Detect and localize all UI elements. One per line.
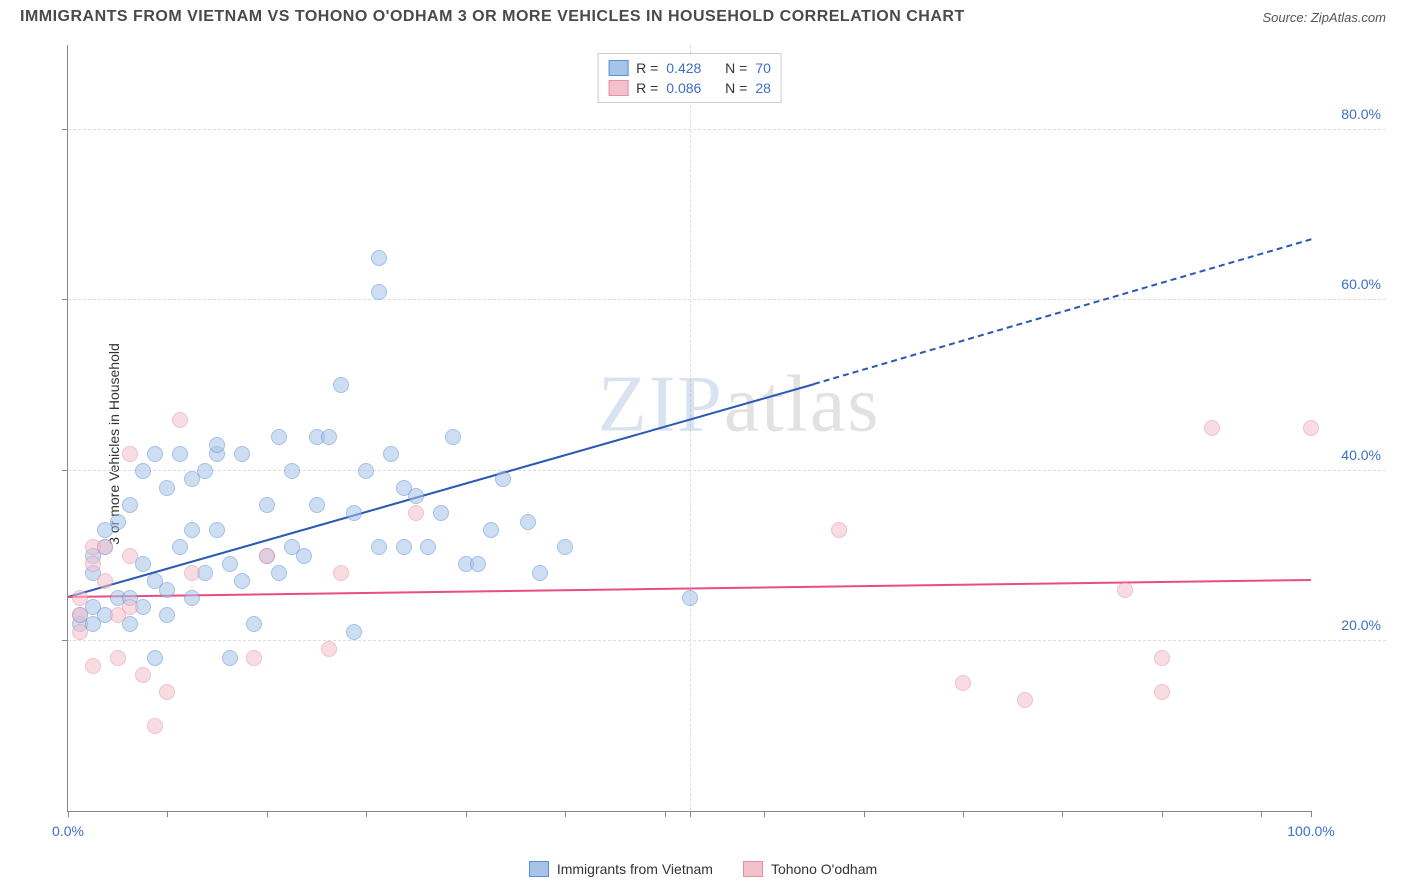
- legend-bottom: Immigrants from Vietnam Tohono O'odham: [0, 861, 1406, 877]
- data-point: [147, 446, 163, 462]
- data-point: [135, 667, 151, 683]
- data-point: [259, 497, 275, 513]
- data-point: [259, 548, 275, 564]
- data-point: [831, 522, 847, 538]
- data-point: [85, 658, 101, 674]
- plot-area: ZIPatlas R = 0.428 N = 70 R = 0.086 N = …: [67, 45, 1311, 812]
- points-layer: [68, 45, 1311, 811]
- data-point: [72, 624, 88, 640]
- data-point: [147, 650, 163, 666]
- data-point: [97, 539, 113, 555]
- data-point: [72, 590, 88, 606]
- data-point: [97, 573, 113, 589]
- data-point: [321, 641, 337, 657]
- data-point: [371, 284, 387, 300]
- data-point: [110, 650, 126, 666]
- data-point: [122, 497, 138, 513]
- data-point: [122, 446, 138, 462]
- legend-row-series-1: R = 0.428 N = 70: [608, 58, 771, 78]
- data-point: [159, 582, 175, 598]
- legend-swatch-icon: [743, 861, 763, 877]
- data-point: [85, 556, 101, 572]
- data-point: [110, 514, 126, 530]
- y-tick-label: 20.0%: [1341, 617, 1381, 633]
- data-point: [682, 590, 698, 606]
- data-point: [346, 624, 362, 640]
- legend-row-series-2: R = 0.086 N = 28: [608, 78, 771, 98]
- data-point: [209, 522, 225, 538]
- data-point: [420, 539, 436, 555]
- data-point: [321, 429, 337, 445]
- data-point: [159, 480, 175, 496]
- data-point: [122, 599, 138, 615]
- data-point: [1303, 420, 1319, 436]
- data-point: [122, 548, 138, 564]
- data-point: [234, 573, 250, 589]
- data-point: [483, 522, 499, 538]
- data-point: [408, 505, 424, 521]
- data-point: [1154, 650, 1170, 666]
- data-point: [445, 429, 461, 445]
- data-point: [184, 522, 200, 538]
- data-point: [197, 463, 213, 479]
- data-point: [557, 539, 573, 555]
- legend-swatch-icon: [529, 861, 549, 877]
- legend-swatch-series-1: [608, 60, 628, 76]
- y-tick-label: 40.0%: [1341, 447, 1381, 463]
- data-point: [358, 463, 374, 479]
- source-attribution: Source: ZipAtlas.com: [1262, 10, 1386, 25]
- data-point: [383, 446, 399, 462]
- data-point: [296, 548, 312, 564]
- data-point: [371, 539, 387, 555]
- data-point: [147, 718, 163, 734]
- data-point: [271, 429, 287, 445]
- legend-swatch-series-2: [608, 80, 628, 96]
- header: IMMIGRANTS FROM VIETNAM VS TOHONO O'ODHA…: [0, 0, 1406, 36]
- data-point: [1117, 582, 1133, 598]
- data-point: [408, 488, 424, 504]
- legend-correlation-box: R = 0.428 N = 70 R = 0.086 N = 28: [597, 53, 782, 103]
- chart-container: 3 or more Vehicles in Household ZIPatlas…: [45, 45, 1386, 842]
- data-point: [246, 650, 262, 666]
- legend-bottom-item-1: Immigrants from Vietnam: [529, 861, 713, 877]
- data-point: [246, 616, 262, 632]
- data-point: [172, 446, 188, 462]
- data-point: [495, 471, 511, 487]
- data-point: [433, 505, 449, 521]
- data-point: [333, 377, 349, 393]
- data-point: [333, 565, 349, 581]
- data-point: [184, 590, 200, 606]
- data-point: [470, 556, 486, 572]
- y-tick-label: 80.0%: [1341, 106, 1381, 122]
- data-point: [172, 412, 188, 428]
- data-point: [159, 607, 175, 623]
- data-point: [1017, 692, 1033, 708]
- data-point: [209, 437, 225, 453]
- data-point: [955, 675, 971, 691]
- data-point: [222, 650, 238, 666]
- data-point: [1154, 684, 1170, 700]
- x-tick-label: 100.0%: [1287, 823, 1334, 839]
- data-point: [72, 607, 88, 623]
- data-point: [309, 497, 325, 513]
- x-tick-label: 0.0%: [52, 823, 84, 839]
- chart-title: IMMIGRANTS FROM VIETNAM VS TOHONO O'ODHA…: [20, 8, 965, 26]
- data-point: [271, 565, 287, 581]
- data-point: [371, 250, 387, 266]
- data-point: [532, 565, 548, 581]
- data-point: [234, 446, 250, 462]
- data-point: [159, 684, 175, 700]
- data-point: [284, 463, 300, 479]
- data-point: [396, 539, 412, 555]
- y-tick-label: 60.0%: [1341, 276, 1381, 292]
- data-point: [520, 514, 536, 530]
- data-point: [172, 539, 188, 555]
- legend-bottom-item-2: Tohono O'odham: [743, 861, 877, 877]
- data-point: [346, 505, 362, 521]
- data-point: [135, 463, 151, 479]
- data-point: [222, 556, 238, 572]
- data-point: [1204, 420, 1220, 436]
- data-point: [184, 565, 200, 581]
